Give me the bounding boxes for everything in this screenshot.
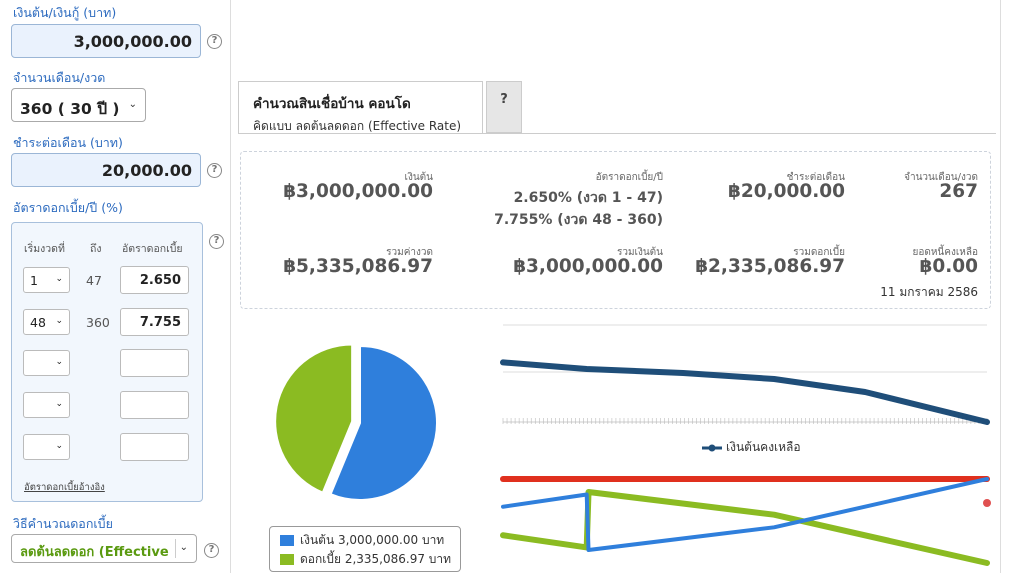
summary-balance-value: ฿0.00 [919, 256, 978, 277]
months-label: จำนวนเดือน/งวด [13, 70, 106, 85]
rate-header-rate: อัตราดอกเบี้ย [122, 243, 183, 255]
summary-principal-value: ฿3,000,000.00 [283, 181, 433, 202]
summary-rate-line2: 7.755% (งวด 48 - 360) [494, 212, 663, 228]
method-help-icon[interactable]: ? [204, 543, 219, 558]
legend-item-interest: ดอกเบี้ย 2,335,086.97 บาท [280, 550, 451, 568]
chevron-down-icon: ⌄ [55, 441, 63, 451]
payment-input[interactable]: 20,000.00 [11, 153, 201, 187]
rate-table: เริ่มงวดที่ ถึง อัตราดอกเบี้ย 1 ⌄ 47 2.65… [11, 222, 203, 502]
right-edge-divider [1000, 0, 1001, 573]
summary-count-label: จำนวนเดือน/งวด [904, 172, 978, 183]
rate-label: อัตราดอกเบี้ย/ปี (%) [13, 200, 123, 215]
summary-count-value: 267 [939, 181, 978, 202]
summary-rate-line1: 2.650% (งวด 1 - 47) [513, 190, 663, 206]
summary-end-date: 11 มกราคม 2586 [880, 285, 978, 299]
payment-help-icon[interactable]: ? [207, 163, 222, 178]
summary-total-value: ฿5,335,086.97 [283, 256, 433, 277]
balance-legend-label: เงินต้นคงเหลือ [726, 440, 801, 454]
balance-line-chart [500, 324, 990, 425]
rate-row-start-select[interactable]: ⌄ [23, 434, 70, 460]
rate-row-rate-input[interactable] [120, 391, 189, 419]
rate-header-end: ถึง [90, 243, 102, 255]
summary-rate-label: อัตราดอกเบี้ย/ปี [595, 172, 663, 183]
balance-legend: เงินต้นคงเหลือ [702, 438, 801, 457]
summary-total-principal-label: รวมเงินต้น [616, 247, 663, 258]
tab-subtitle: คิดแบบ ลดต้นลดดอก (Effective Rate) [253, 119, 462, 133]
series-end-point [983, 499, 991, 507]
summary-payment-label: ชำระต่อเดือน [786, 172, 845, 183]
method-label: วิธีคำนวณดอกเบี้ย [13, 516, 113, 531]
rate-row-rate-input[interactable]: 7.755 [120, 308, 189, 336]
months-value: 360 ( 30 ปี ) [20, 100, 120, 118]
summary-total-label: รวมค่างวด [386, 247, 433, 258]
summary-principal-label: เงินต้น [404, 172, 433, 183]
rate-row-start: 48 [30, 315, 46, 330]
summary-total-principal-value: ฿3,000,000.00 [513, 256, 663, 277]
principal-series-line [501, 477, 989, 552]
tab-help[interactable]: ? [486, 81, 522, 133]
payment-label: ชำระต่อเดือน (บาท) [13, 135, 123, 150]
legend-item-principal: เงินต้น 3,000,000.00 บาท [280, 531, 444, 549]
payment-breakdown-chart [500, 476, 991, 566]
pie-slice-principal [329, 345, 438, 501]
chevron-down-icon: ⌄ [55, 399, 63, 409]
panel-divider [230, 0, 231, 573]
rate-row-start-select[interactable]: 1 ⌄ [23, 267, 70, 293]
balance-legend-marker [702, 444, 722, 451]
principal-help-icon[interactable]: ? [207, 34, 222, 49]
rate-row-rate-input[interactable] [120, 349, 189, 377]
legend-label-principal: เงินต้น 3,000,000.00 บาท [300, 532, 445, 547]
principal-input[interactable]: 3,000,000.00 [11, 24, 201, 58]
tab-underline [238, 133, 996, 134]
rate-row-end: 360 [86, 315, 110, 330]
summary-total-interest-value: ฿2,335,086.97 [695, 256, 845, 277]
method-select[interactable]: ลดต้นลดดอก (Effective ⌄ [11, 534, 197, 563]
pie-slice-interest [274, 345, 354, 494]
chevron-down-icon: ⌄ [55, 316, 63, 326]
principal-label: เงินต้น/เงินกู้ (บาท) [13, 5, 117, 20]
reference-rate-link[interactable]: อัตราดอกเบี้ยอ้างอิง [24, 482, 105, 493]
legend-label-interest: ดอกเบี้ย 2,335,086.97 บาท [300, 551, 452, 566]
summary-balance-label: ยอดหนี้คงเหลือ [912, 247, 978, 258]
summary-payment-value: ฿20,000.00 [727, 181, 845, 202]
interest-series-line [500, 489, 990, 566]
method-value: ลดต้นลดดอก (Effective [20, 545, 169, 560]
pie-legend: เงินต้น 3,000,000.00 บาท ดอกเบี้ย 2,335,… [269, 526, 461, 572]
tab-title: คำนวณสินเชื่อบ้าน คอนโด [253, 96, 411, 112]
rate-row-start-select[interactable]: 48 ⌄ [23, 309, 70, 335]
chevron-down-icon: ⌄ [179, 542, 188, 553]
summary-panel: เงินต้น ฿3,000,000.00 อัตราดอกเบี้ย/ปี 2… [240, 151, 991, 309]
pie-chart [274, 345, 438, 501]
tab-loan-calc[interactable]: คำนวณสินเชื่อบ้าน คอนโด คิดแบบ ลดต้นลดดอ… [238, 81, 483, 134]
chevron-down-icon: ⌄ [55, 357, 63, 367]
rate-row-rate-input[interactable] [120, 433, 189, 461]
rate-row-start-select[interactable]: ⌄ [23, 392, 70, 418]
chevron-down-icon: ⌄ [55, 274, 63, 284]
select-divider [175, 539, 176, 558]
rate-row-start: 1 [30, 273, 38, 288]
rate-header-start: เริ่มงวดที่ [24, 243, 65, 255]
rate-row-rate-input[interactable]: 2.650 [120, 266, 189, 294]
rate-row-end: 47 [86, 273, 102, 288]
legend-swatch-interest [280, 553, 294, 565]
legend-swatch-principal [280, 534, 294, 546]
summary-total-interest-label: รวมดอกเบี้ย [793, 247, 845, 258]
balance-series-line [500, 359, 990, 425]
rate-help-icon[interactable]: ? [209, 234, 224, 249]
chevron-down-icon: ⌄ [128, 99, 137, 110]
rate-row-start-select[interactable]: ⌄ [23, 350, 70, 376]
months-select[interactable]: 360 ( 30 ปี ) ⌄ [11, 88, 146, 122]
